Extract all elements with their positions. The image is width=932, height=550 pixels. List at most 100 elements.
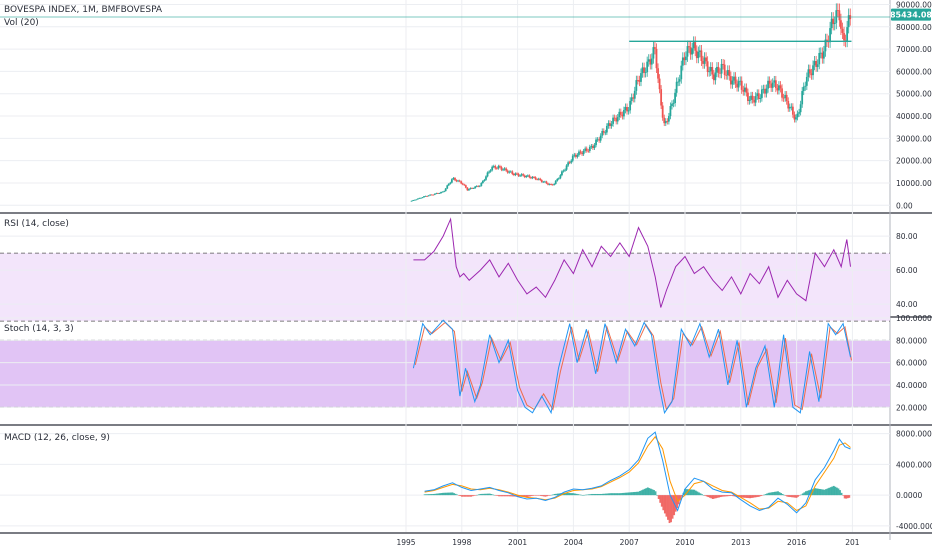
candle-body [435,193,438,194]
macd-histogram-bar [482,493,485,496]
candle-body [652,47,655,59]
macd-histogram-bar [777,491,779,496]
candle-body [757,93,760,99]
macd-histogram-bar [459,495,462,496]
macd-histogram-bar [496,495,499,496]
macd-histogram-bar [611,493,614,496]
macd-histogram-bar [712,495,714,499]
macd-histogram-bar [487,493,490,496]
candle-body [508,171,511,173]
candle-body [579,151,582,153]
candle-body [841,28,844,33]
candle-body [460,181,463,184]
candle-body [463,184,466,186]
candle-body [675,81,678,93]
macd-histogram-bar [454,493,457,496]
candle-body [530,177,532,179]
candle-body [836,10,839,12]
candle-body [526,175,529,177]
macd-histogram-bar [429,494,432,496]
macd-histogram-bar [846,495,849,499]
candle-body [604,132,607,134]
candle-body [494,166,497,169]
candle-body [669,106,672,117]
macd-histogram-bar [632,492,635,496]
macd-histogram-bar [826,488,829,496]
candle-body [791,106,794,115]
x-tick-label: 1998 [452,538,471,547]
macd-histogram-bar [448,492,451,496]
candle-body [471,187,473,189]
macd-histogram-bar [473,495,476,496]
candle-body [525,176,528,178]
candle-body [714,72,717,81]
candle-body [570,160,573,163]
macd-histogram-bar [488,493,491,496]
candle-body [540,180,543,182]
macd-histogram-bar [507,495,510,497]
macd-histogram-bar [484,493,486,496]
macd-histogram-bar [774,491,776,496]
candle-body [534,177,537,180]
macd-histogram-bar [529,495,531,497]
candle-body [483,179,486,181]
macd-histogram-bar [619,493,621,496]
x-tick-label: 2004 [564,538,583,547]
candle-body [421,197,424,199]
macd-histogram-bar [842,495,844,496]
macd-histogram-bar [538,495,541,496]
macd-histogram-bar [691,489,694,496]
candle-body [547,183,549,185]
y-tick-label: 80000.00 [896,23,932,32]
candle-body [499,166,501,168]
macd-histogram-bar [805,491,807,496]
candle-body [731,80,734,85]
macd-histogram-bar [547,495,550,496]
candle-body [605,125,608,133]
candle-body [564,169,566,171]
candle-body [542,181,545,183]
candle-body [514,173,517,176]
macd-histogram-bar [732,495,734,497]
macd-histogram-bar [581,495,584,496]
candle-body [706,61,709,72]
candle-body [585,148,588,151]
candle-body [728,70,731,77]
macd-histogram-bar [725,495,728,497]
macd-histogram-bar [710,495,713,499]
candle-body [528,175,531,178]
candle-body [685,56,687,61]
macd-histogram-bar [490,494,493,496]
candle-body [595,139,597,146]
candle-body [567,162,570,166]
macd-histogram-bar [729,495,731,497]
candle-body [666,121,669,122]
candle-body [531,176,534,179]
macd-histogram-bar [817,488,820,496]
macd-histogram-bar [555,493,558,496]
candle-body [753,99,756,103]
macd-histogram-bar [789,495,792,498]
candle-body [759,97,762,99]
macd-histogram-bar [699,493,702,496]
candle-body [554,180,557,184]
macd-histogram-bar [524,495,527,497]
candle-body [798,112,800,114]
candle-body [830,18,833,29]
candle-body [607,123,610,126]
macd-histogram-bar [749,495,751,499]
macd-histogram-bar [667,495,669,520]
macd-histogram-bar [743,495,745,498]
macd-histogram-bar [812,488,815,496]
candle-body [441,191,444,193]
macd-histogram-bar [722,495,725,497]
candle-body [452,177,455,180]
macd-histogram-bar [606,493,609,496]
candle-body [674,92,676,103]
candle-body [689,47,692,55]
candle-body [543,181,546,183]
macd-histogram-bar [794,495,796,498]
candle-body [781,88,783,98]
